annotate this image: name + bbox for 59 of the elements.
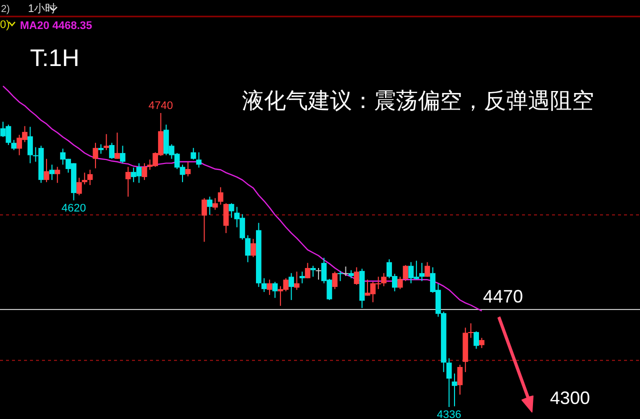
candlestick: [272, 281, 278, 298]
candlestick: [207, 196, 212, 216]
candlestick: [190, 147, 196, 160]
candlestick: [288, 272, 294, 301]
annotation: 4740: [148, 100, 173, 112]
chart-title: 液化气建议：震荡偏空，反弹遇阻空: [242, 88, 594, 113]
candlestick: [114, 132, 120, 160]
text: 0): [0, 19, 10, 31]
candlestick: [419, 262, 425, 282]
candlestick: [92, 142, 98, 169]
candlestick: [266, 279, 272, 296]
candlestick: [28, 126, 33, 164]
candlestick: [223, 202, 229, 234]
candlestick: [109, 142, 114, 160]
candlestick: [300, 271, 305, 284]
candlestick: [82, 172, 88, 185]
annotation: 4336: [436, 409, 462, 419]
candlestick: [261, 278, 267, 293]
candlestick: [332, 271, 338, 290]
text: 2): [1, 4, 10, 15]
text: MA20 4468.35: [20, 20, 92, 32]
candlestick: [310, 265, 316, 278]
candlestick: [87, 169, 93, 186]
candlestick: [54, 166, 60, 184]
candlestick: [212, 198, 218, 210]
candlestick: [402, 264, 408, 282]
candlestick: [354, 266, 360, 286]
candlestick: [457, 364, 463, 396]
candlestick: [479, 337, 484, 349]
chart-subtitle: T:1H: [30, 45, 80, 72]
candlestick: [245, 234, 250, 263]
candlestick: [11, 139, 17, 151]
candlestick: [381, 272, 386, 287]
candlestick: [142, 162, 148, 180]
candlestick: [446, 358, 452, 408]
text: 4300: [550, 388, 590, 408]
candlestick: [343, 266, 348, 277]
candlestick: [185, 161, 191, 177]
candlestick: [202, 198, 207, 242]
candlestick: [76, 177, 82, 196]
candlestick: [44, 158, 50, 183]
candlestick: [397, 276, 403, 290]
candlestick: [196, 152, 202, 168]
candlestick: [468, 322, 474, 338]
candlestick: [125, 166, 131, 198]
candlestick: [338, 270, 343, 282]
candlestick: [474, 330, 479, 350]
candlestick: [424, 262, 430, 278]
candlestick: [316, 268, 322, 280]
candlestick: [218, 186, 224, 206]
candlestick: [452, 373, 458, 407]
annotation: 4620: [61, 202, 86, 214]
candlestick: [294, 271, 300, 290]
candlestick: [98, 144, 104, 154]
candlestick: [250, 238, 256, 258]
candlestick: [120, 145, 126, 164]
candlestick: [304, 262, 310, 279]
candlestick: [104, 134, 110, 151]
ref-line-label: 4470: [483, 286, 524, 306]
